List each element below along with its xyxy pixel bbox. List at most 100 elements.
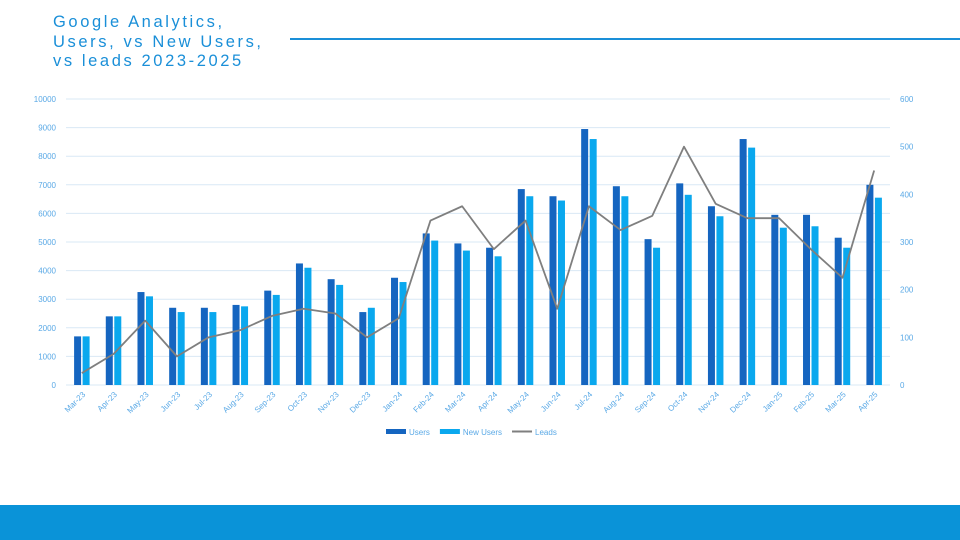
bar-users <box>327 279 335 385</box>
bar-users <box>707 206 715 385</box>
y-right-tick-label: 0 <box>900 381 905 390</box>
x-tick-label: Oct-23 <box>286 390 310 414</box>
bar-new-users <box>209 312 217 385</box>
bar-users <box>391 277 399 385</box>
bar-new-users <box>589 139 597 385</box>
x-tick-label: Jan-25 <box>761 390 785 414</box>
x-tick-label: Apr-25 <box>856 390 880 414</box>
bar-new-users <box>526 196 534 385</box>
legend-new-users-swatch <box>439 429 460 434</box>
bar-new-users <box>399 282 407 385</box>
x-tick-label: Jan-24 <box>381 390 405 414</box>
chart-title: Google Analytics, Users, vs New Users, v… <box>53 13 293 72</box>
x-tick-label: Dec-24 <box>728 390 753 415</box>
bar-new-users <box>304 267 312 385</box>
bar-new-users <box>82 336 90 385</box>
line-leads <box>81 145 876 374</box>
bar-users <box>169 307 177 385</box>
title-divider <box>290 38 960 40</box>
y-left-tick-label: 3000 <box>38 295 56 304</box>
bar-new-users <box>748 147 756 385</box>
bar-users <box>676 183 684 385</box>
x-tick-label: Apr-23 <box>96 390 120 414</box>
legend-users-label: Users <box>409 428 430 437</box>
x-tick-label: Apr-24 <box>476 390 500 414</box>
x-tick-label: Dec-23 <box>348 390 373 415</box>
bar-users <box>232 304 240 385</box>
y-left-tick-label: 2000 <box>38 324 56 333</box>
bar-users <box>74 336 82 385</box>
bar-users <box>803 214 811 385</box>
x-tick-label: Oct-24 <box>666 390 690 414</box>
bar-new-users <box>684 194 692 385</box>
bar-users <box>105 316 113 385</box>
x-tick-label: Jun-24 <box>539 390 563 414</box>
bar-new-users <box>431 240 439 385</box>
x-tick-label: Jun-23 <box>159 390 183 414</box>
bar-new-users <box>653 247 661 385</box>
bar-new-users <box>779 227 787 385</box>
x-tick-label: May-23 <box>125 390 151 416</box>
bar-users <box>359 312 367 385</box>
x-tick-label: Mar-23 <box>63 390 88 415</box>
bar-new-users <box>874 197 882 385</box>
y-left-tick-label: 10000 <box>34 95 57 104</box>
x-tick-label: Feb-24 <box>412 390 437 415</box>
bar-new-users <box>494 256 502 385</box>
bar-new-users <box>336 284 344 385</box>
y-left-tick-label: 9000 <box>38 124 56 133</box>
x-tick-label: May-24 <box>506 390 532 416</box>
x-tick-label: Mar-25 <box>824 390 849 415</box>
bar-users <box>517 189 525 385</box>
bar-new-users <box>621 196 629 385</box>
x-tick-label: Nov-23 <box>316 390 341 415</box>
bar-users <box>581 129 589 385</box>
bar-users <box>644 239 652 385</box>
x-tick-label: Sep-23 <box>253 390 278 415</box>
y-left-tick-label: 5000 <box>38 238 56 247</box>
bar-new-users <box>177 312 185 385</box>
bar-users <box>454 243 462 385</box>
y-right-tick-label: 200 <box>900 286 914 295</box>
y-right-tick-label: 100 <box>900 333 914 342</box>
x-tick-label: Jul-24 <box>573 390 595 412</box>
x-tick-label: Aug-23 <box>221 390 246 415</box>
bar-new-users <box>272 294 280 385</box>
bar-users <box>771 214 779 385</box>
x-tick-label: Aug-24 <box>601 390 626 415</box>
bar-users <box>422 233 430 385</box>
combo-chart: 0100020003000400050006000700080009000100… <box>34 95 914 437</box>
x-tick-label: Feb-25 <box>792 390 817 415</box>
title-line-2: Users, vs New Users, <box>53 32 264 51</box>
y-right-tick-label: 500 <box>900 143 914 152</box>
bar-users <box>200 307 208 385</box>
bar-new-users <box>145 296 153 385</box>
y-left-tick-label: 7000 <box>38 181 56 190</box>
bar-users <box>866 184 874 385</box>
bar-new-users <box>811 226 819 385</box>
bar-new-users <box>843 247 851 385</box>
bar-users <box>834 237 842 385</box>
y-left-tick-label: 1000 <box>38 352 56 361</box>
y-left-tick-label: 0 <box>52 381 57 390</box>
y-left-tick-label: 4000 <box>38 267 56 276</box>
y-right-tick-label: 400 <box>900 190 914 199</box>
bar-new-users <box>462 250 470 385</box>
x-tick-label: Mar-24 <box>443 390 468 415</box>
bar-users <box>612 186 620 385</box>
bar-new-users <box>367 307 375 385</box>
y-left-tick-label: 8000 <box>38 152 56 161</box>
bar-users <box>137 292 145 385</box>
y-left-tick-label: 6000 <box>38 209 56 218</box>
legend-leads-label: Leads <box>535 428 557 437</box>
x-tick-label: Sep-24 <box>633 390 658 415</box>
legend-new-users-label: New Users <box>463 428 502 437</box>
footer-bar <box>0 505 960 540</box>
bar-users <box>486 247 494 385</box>
bar-users <box>264 290 272 385</box>
bar-users <box>739 139 747 385</box>
x-tick-label: Jul-23 <box>192 390 214 412</box>
x-tick-label: Nov-24 <box>697 390 722 415</box>
bar-new-users <box>241 306 249 385</box>
title-line-1: Google Analytics, <box>53 13 225 31</box>
